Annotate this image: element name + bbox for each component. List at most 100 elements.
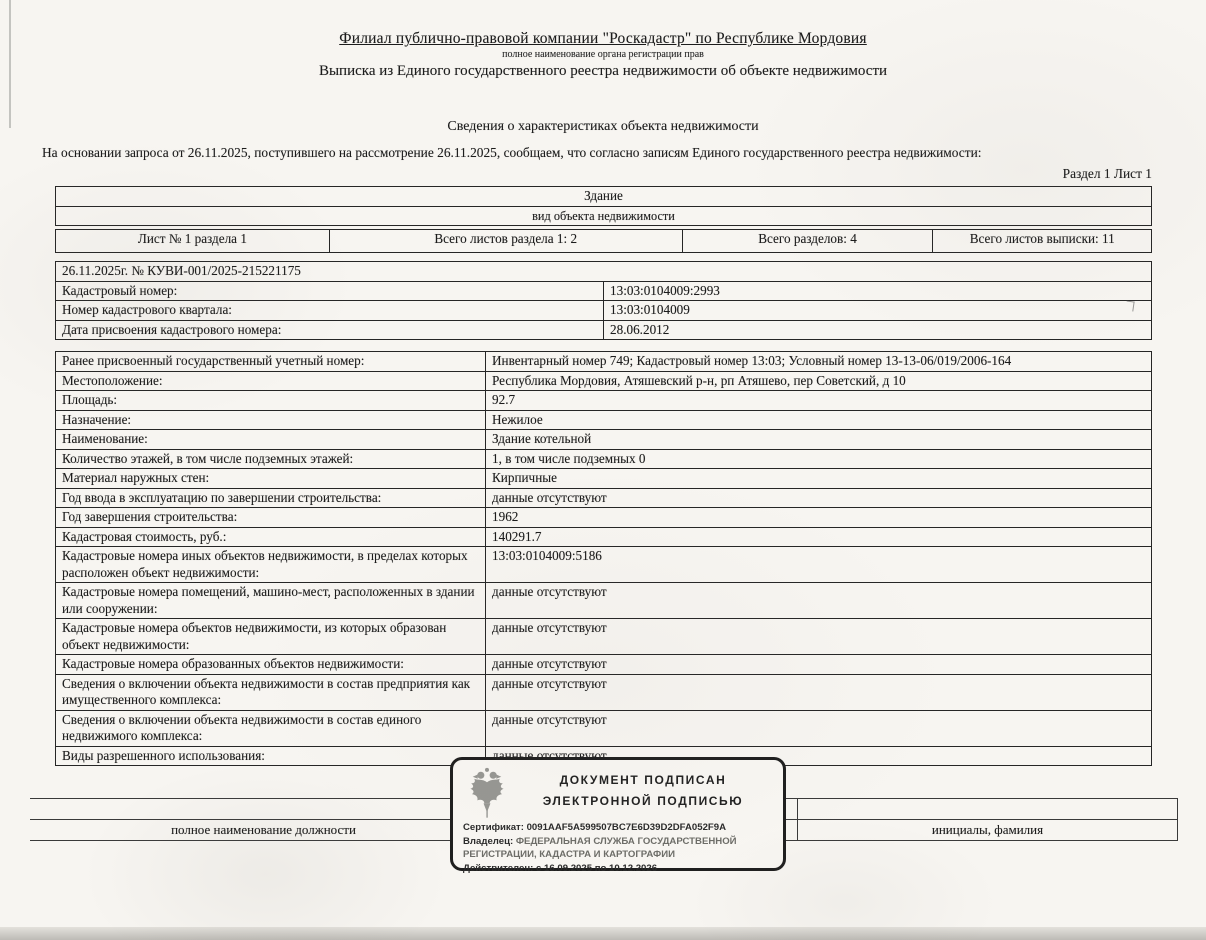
row-label: Площадь: [55, 390, 486, 411]
table-row: Кадастровый номер: 13:03:0104009:2993 [55, 280, 1152, 301]
row-label: Ранее присвоенный государственный учетны… [55, 351, 486, 372]
row-value: 1, в том числе подземных 0 [485, 448, 1152, 469]
row-value: Нежилое [485, 409, 1152, 430]
row-label: Кадастровые номера помещений, машино-мес… [55, 582, 486, 619]
table-row: Материал наружных стен: Кирпичные [55, 468, 1152, 489]
row-label: Назначение: [55, 409, 486, 430]
object-type-table: Здание вид объекта недвижимости [55, 186, 1152, 226]
row-value: Республика Мордовия, Атяшевский р-н, рп … [485, 370, 1152, 391]
row-label: Наименование: [55, 429, 486, 450]
table-row: 26.11.2025г. № КУВИ-001/2025-215221175 [55, 261, 1152, 282]
document-title: Выписка из Единого государственного реес… [318, 63, 888, 79]
registration-authority-name: Филиал публично-правовой компании "Роска… [339, 30, 867, 47]
table-row: Год завершения строительства: 1962 [55, 507, 1152, 528]
sheet-info-cell: Всего разделов: 4 [681, 229, 934, 253]
row-value: данные отсутствуют [485, 582, 1152, 619]
name-caption: инициалы, фамилия [797, 819, 1178, 841]
scan-edge-artifact [9, 0, 11, 128]
signature-footer-table: полное наименование должности инициалы, … [30, 798, 1178, 841]
row-value: данные отсутствуют [485, 618, 1152, 655]
object-type-value: Здание [55, 186, 1152, 207]
row-label: Местоположение: [55, 370, 486, 391]
row-value: 92.7 [485, 390, 1152, 411]
sheet-info-cell: Лист № 1 раздела 1 [55, 229, 330, 253]
table-row: Кадастровые номера образованных объектов… [55, 654, 1152, 675]
stamp-title-line1: ДОКУМЕНТ ПОДПИСАН [559, 773, 727, 787]
row-label: Кадастровые номера образованных объектов… [55, 654, 486, 675]
stamp-certificate-line: Сертификат: 0091AAF5A599507BC7E6D39D2DFA… [463, 821, 773, 835]
request-basis-line: На основании запроса от 26.11.2025, пост… [42, 145, 982, 160]
row-value: Инвентарный номер 749; Кадастровый номер… [485, 351, 1152, 372]
row-label: Год ввода в эксплуатацию по завершении с… [55, 487, 486, 508]
owner-value: ФЕДЕРАЛЬНАЯ СЛУЖБА ГОСУДАРСТВЕННОЙ РЕГИС… [463, 835, 737, 861]
stamp-owner-line: Владелец: ФЕДЕРАЛЬНАЯ СЛУЖБА ГОСУДАРСТВЕ… [463, 835, 773, 862]
row-label: Сведения о включении объекта недвижимост… [55, 709, 486, 747]
certificate-label: Сертификат: [463, 822, 524, 833]
table-row: Лист № 1 раздела 1 Всего листов раздела … [55, 229, 1152, 253]
row-label: Номер кадастрового квартала: [55, 300, 604, 321]
stamp-header: ДОКУМЕНТ ПОДПИСАН ЭЛЕКТРОННОЙ ПОДПИСЬЮ [453, 760, 783, 820]
signature-line-name [797, 798, 1178, 820]
row-value: данные отсутствуют [485, 654, 1152, 675]
table-row: Количество этажей, в том числе подземных… [55, 448, 1152, 469]
row-value: данные отсутствуют [485, 709, 1152, 747]
row-label: Виды разрешенного использования: [55, 745, 486, 766]
registration-authority-caption: полное наименование органа регистрации п… [502, 49, 704, 60]
row-value: Кирпичные [485, 468, 1152, 489]
table-row: вид объекта недвижимости [55, 205, 1152, 226]
row-value: 140291.7 [485, 526, 1152, 547]
table-row: Сведения о включении объекта недвижимост… [55, 709, 1152, 747]
owner-label: Владелец: [463, 835, 514, 847]
table-row: Сведения о включении объекта недвижимост… [55, 673, 1152, 711]
table-row: Местоположение: Республика Мордовия, Атя… [55, 370, 1152, 391]
electronic-signature-stamp: ДОКУМЕНТ ПОДПИСАН ЭЛЕКТРОННОЙ ПОДПИСЬЮ С… [450, 757, 786, 874]
table-row: Ранее присвоенный государственный учетны… [55, 351, 1152, 372]
table-row: Кадастровые номера объектов недвижимости… [55, 618, 1152, 655]
row-value: данные отсутствуют [485, 487, 1152, 508]
section-title: Сведения о характеристиках объекта недви… [447, 119, 759, 134]
position-caption: полное наименование должности [171, 822, 356, 837]
sheet-info-table: Лист № 1 раздела 1 Всего листов раздела … [55, 229, 1152, 253]
row-value: 1962 [485, 507, 1152, 528]
request-number: 26.11.2025г. № КУВИ-001/2025-215221175 [55, 261, 1152, 282]
table-row: Назначение: Нежилое [55, 409, 1152, 430]
table-row: Кадастровые номера иных объектов недвижи… [55, 546, 1152, 583]
row-value: 13:03:0104009 [603, 300, 1152, 321]
sheet-info-cell: Всего листов раздела 1: 2 [328, 229, 683, 253]
sheet-info-cell: Всего листов выписки: 11 [932, 229, 1152, 253]
stamp-validity-line: Действителен: с 16.09.2025 по 10.12.2026 [463, 862, 773, 876]
row-value: Здание котельной [485, 429, 1152, 450]
document-header: Филиал публично-правовой компании "Роска… [0, 30, 1206, 80]
object-type-caption: вид объекта недвижимости [55, 205, 1152, 226]
table-row: Год ввода в эксплуатацию по завершении с… [55, 487, 1152, 508]
characteristics-table: Ранее присвоенный государственный учетны… [55, 351, 1152, 766]
table-row: Площадь: 92.7 [55, 390, 1152, 411]
row-label: Материал наружных стен: [55, 468, 486, 489]
table-row: Наименование: Здание котельной [55, 429, 1152, 450]
cadastral-ids-table: 26.11.2025г. № КУВИ-001/2025-215221175 К… [55, 261, 1152, 340]
validity-value: с 16.09.2025 по 10.12.2026 [536, 862, 658, 874]
row-value: 13:03:0104009:5186 [485, 546, 1152, 583]
coat-of-arms-eagle-icon [470, 767, 504, 818]
row-value: 28.06.2012 [603, 319, 1152, 340]
table-row: Виды разрешенного использования: данные … [55, 745, 1152, 766]
row-label: Год завершения строительства: [55, 507, 486, 528]
row-label: Дата присвоения кадастрового номера: [55, 319, 604, 340]
stamp-titles: ДОКУМЕНТ ПОДПИСАН ЭЛЕКТРОННОЙ ПОДПИСЬЮ [511, 764, 775, 812]
row-label: Кадастровые номера объектов недвижимости… [55, 618, 486, 655]
row-value: 13:03:0104009:2993 [603, 280, 1152, 301]
row-label: Кадастровый номер: [55, 280, 604, 301]
razdel-sheet-label: Раздел 1 Лист 1 [1062, 166, 1152, 181]
row-label: Кадастровая стоимость, руб.: [55, 526, 486, 547]
table-row: Дата присвоения кадастрового номера: 28.… [55, 319, 1152, 340]
table-row: Здание [55, 186, 1152, 207]
stamp-details: Сертификат: 0091AAF5A599507BC7E6D39D2DFA… [453, 820, 783, 875]
stamp-title-line2: ЭЛЕКТРОННОЙ ПОДПИСЬЮ [542, 794, 744, 808]
scan-speck-mark [1125, 300, 1135, 312]
table-row: Кадастровая стоимость, руб.: 140291.7 [55, 526, 1152, 547]
row-label: Кадастровые номера иных объектов недвижи… [55, 546, 486, 583]
table-row: Кадастровые номера помещений, машино-мес… [55, 582, 1152, 619]
row-label: Сведения о включении объекта недвижимост… [55, 673, 486, 711]
scan-bottom-shadow [0, 927, 1206, 940]
